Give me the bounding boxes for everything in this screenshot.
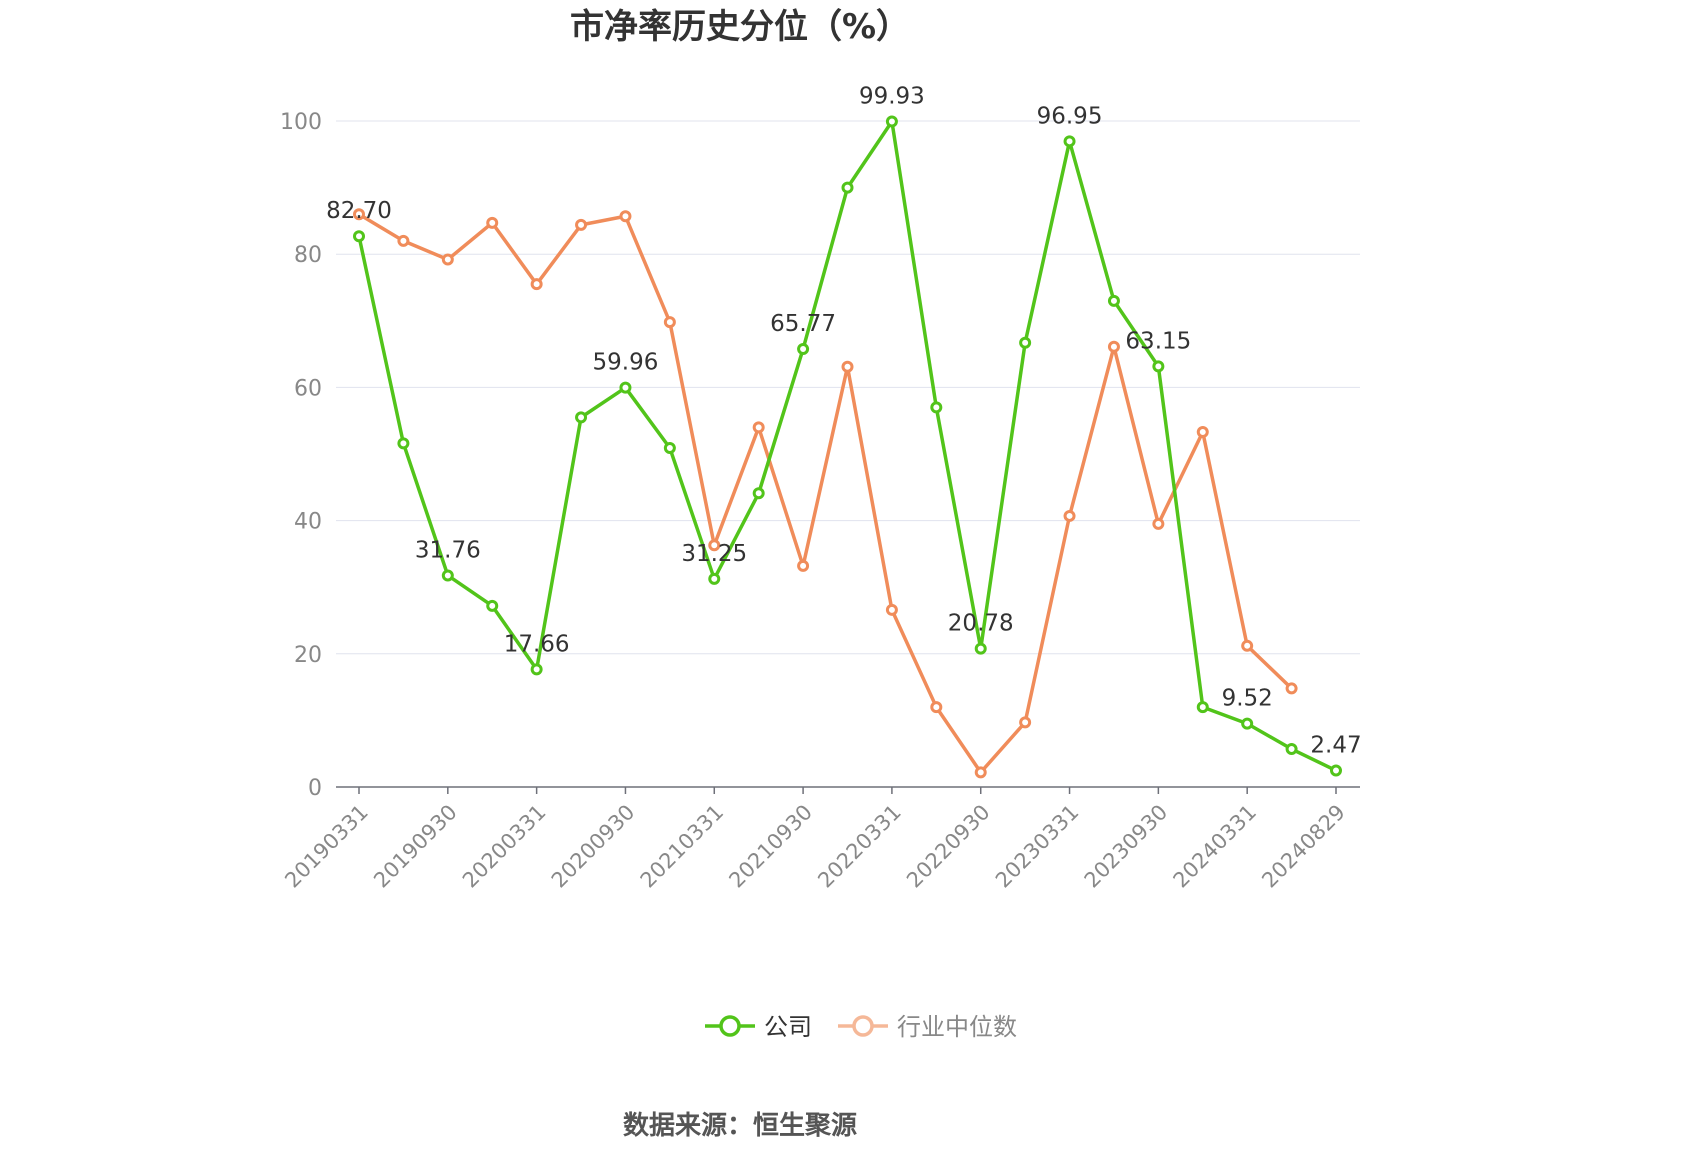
data-point (1063, 509, 1076, 522)
data-point (841, 181, 854, 194)
data-label: 99.93 (859, 83, 925, 109)
legend-marker (719, 1015, 741, 1037)
x-tick-label: 20210331 (636, 800, 729, 893)
data-point (530, 278, 543, 291)
data-point (353, 208, 365, 221)
x-tick-label: 20220331 (813, 800, 906, 893)
y-tick-label: 0 (308, 776, 322, 801)
x-tick-label: 20200930 (547, 800, 640, 893)
data-point (1107, 340, 1120, 353)
legend-item-0[interactable]: 公司 (705, 1013, 812, 1041)
x-tick-label: 20190331 (280, 800, 373, 893)
series-line (358, 212, 1293, 775)
data-point (930, 401, 943, 414)
legend-label: 公司 (764, 1013, 812, 1041)
x-tick-label: 20230331 (991, 800, 1084, 893)
data-point (1196, 701, 1209, 714)
data-point (1196, 426, 1209, 439)
data-point (797, 342, 810, 355)
data-point (486, 599, 499, 612)
data-point (708, 539, 721, 552)
y-tick-label: 60 (294, 376, 322, 401)
data-point (619, 381, 632, 394)
data-point (1285, 682, 1298, 695)
data-label: 31.76 (415, 537, 481, 563)
data-point (752, 487, 765, 500)
data-point (575, 411, 588, 424)
data-point (530, 663, 543, 676)
data-label: 82.70 (326, 198, 392, 224)
data-point (486, 216, 499, 229)
data-point (1063, 135, 1076, 148)
data-label: 17.66 (504, 631, 570, 657)
y-tick-label: 100 (280, 110, 322, 135)
source-note: 数据来源：恒生聚源 (623, 1111, 857, 1141)
data-point (752, 421, 765, 434)
legend-marker (852, 1015, 874, 1037)
data-point (1019, 336, 1032, 349)
data-label: 96.95 (1037, 103, 1103, 129)
x-tick-label: 20190930 (369, 800, 462, 893)
data-labels: 82.70 31.76 17.66 59.96 31.25 65.77 99.93 20.78… (326, 83, 1362, 758)
series (353, 115, 1342, 779)
data-point (797, 559, 810, 572)
x-tick-label: 20210930 (724, 800, 817, 893)
data-point (885, 115, 898, 128)
data-point (663, 442, 676, 455)
data-label: 2.47 (1310, 733, 1361, 759)
data-point (1152, 360, 1165, 373)
data-label: 65.77 (770, 311, 836, 337)
series-0 (353, 115, 1342, 777)
data-label: 59.96 (593, 350, 659, 376)
grid (336, 120, 1360, 655)
data-point (708, 572, 721, 585)
data-point (885, 603, 898, 616)
data-point (397, 234, 410, 247)
y-tick-label: 20 (294, 643, 322, 668)
data-label: 63.15 (1125, 328, 1191, 354)
x-axis-ticks: 2019033120190930202003312020093020210331… (280, 787, 1350, 893)
data-point (397, 437, 410, 450)
x-tick-label: 20220930 (902, 800, 995, 893)
data-label: 9.52 (1222, 686, 1273, 712)
data-point (841, 360, 854, 373)
data-point (1285, 743, 1298, 756)
data-point (663, 316, 676, 329)
x-tick-label: 20230930 (1080, 800, 1173, 893)
data-point (930, 701, 943, 714)
data-point (1019, 716, 1032, 729)
series-line (357, 119, 1337, 773)
data-point (1241, 717, 1254, 730)
data-point (575, 218, 588, 231)
data-point (1107, 294, 1120, 307)
y-tick-label: 40 (294, 510, 322, 535)
data-label: 20.78 (948, 611, 1014, 637)
legend: 公司 行业中位数 (705, 1013, 1017, 1041)
data-label: 31.25 (681, 541, 747, 567)
data-point (1152, 517, 1165, 530)
data-point (1330, 764, 1342, 777)
y-axis: 0 20 40 60 80 100 (280, 110, 322, 801)
data-point (1241, 639, 1254, 652)
legend-label: 行业中位数 (897, 1013, 1017, 1041)
x-tick-label: 20200331 (458, 800, 551, 893)
chart-title: 市净率历史分位（%） (570, 7, 910, 47)
data-point (441, 569, 454, 582)
data-point (974, 766, 987, 779)
data-point (353, 230, 365, 243)
data-point (441, 253, 454, 266)
legend-item-1[interactable]: 行业中位数 (838, 1013, 1017, 1041)
x-tick-label: 20240331 (1169, 800, 1262, 893)
y-tick-label: 80 (294, 243, 322, 268)
series-1 (353, 208, 1298, 779)
data-point (619, 210, 632, 223)
x-tick-label: 20240829 (1257, 800, 1350, 893)
data-point (974, 642, 987, 655)
